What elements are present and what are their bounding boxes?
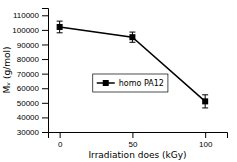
tick-label: 50	[128, 140, 137, 149]
tick-label: 90000	[17, 41, 40, 50]
tick-mark	[42, 44, 48, 45]
tick: 100000	[12, 26, 48, 35]
tick-mark	[42, 132, 48, 133]
legend: homo PA12	[93, 74, 168, 92]
tick: 90000	[17, 41, 48, 50]
legend-marker	[103, 80, 109, 86]
tick-label: 100000	[12, 26, 39, 35]
marker	[129, 34, 135, 40]
error-bar	[129, 32, 135, 42]
tick-mark	[42, 117, 48, 118]
marker	[57, 24, 63, 30]
axis-line	[42, 9, 49, 133]
line	[60, 27, 206, 101]
y-axis-title: Mᵥ (g/mol)	[2, 47, 12, 94]
tick-mark	[42, 30, 48, 31]
tick-mark	[42, 15, 48, 16]
legend-item: homo PA12	[97, 79, 164, 88]
tick-label: 70000	[17, 70, 40, 79]
tick-mark	[42, 103, 48, 104]
tick-label: 30000	[17, 128, 40, 137]
tick: 40000	[17, 113, 48, 122]
legend-frame	[93, 74, 168, 92]
y-axis: 30000 40000 50000 60000 70000 80000 90000 10000…	[12, 9, 48, 138]
tick-mark	[42, 88, 48, 89]
tick-label: 50000	[17, 99, 40, 108]
tick: 50	[128, 132, 137, 149]
marks	[57, 21, 209, 108]
legend-label: homo PA12	[119, 79, 164, 88]
plot-area: 0 50 100 30000 40000 50000 60000 70000 80000 9000…	[12, 9, 227, 149]
tick-label: 110000	[13, 11, 40, 20]
marker	[202, 98, 208, 104]
tick: 60000	[17, 84, 48, 93]
tick: 100	[199, 132, 213, 149]
tick-label: 80000	[17, 55, 40, 64]
tick-label: 100	[199, 140, 213, 149]
tick: 70000	[17, 70, 48, 79]
tick: 80000	[17, 55, 48, 64]
tick: 110000	[13, 11, 48, 20]
series	[57, 21, 209, 108]
error-bar	[202, 95, 208, 108]
tick-mark	[205, 132, 206, 138]
x-axis-title: Irradiation does (kGy)	[88, 150, 186, 160]
error-bar	[57, 21, 63, 33]
tick-label: 40000	[17, 113, 40, 122]
chart: 0 50 100 30000 40000 50000 60000 70000 80000 9000…	[0, 0, 237, 162]
tick-mark	[42, 74, 48, 75]
axis-line	[49, 133, 228, 139]
tick-mark	[132, 132, 133, 138]
chart-container: 0 50 100 30000 40000 50000 60000 70000 80000 9000…	[0, 0, 237, 162]
tick: 0	[58, 132, 63, 149]
tick: 50000	[17, 99, 48, 108]
tick-label: 0	[58, 140, 63, 149]
tick-label: 60000	[17, 84, 40, 93]
tick-mark	[42, 59, 48, 60]
x-axis: 0 50 100	[49, 132, 228, 149]
tick-mark	[60, 132, 61, 138]
tick: 30000	[17, 128, 48, 137]
